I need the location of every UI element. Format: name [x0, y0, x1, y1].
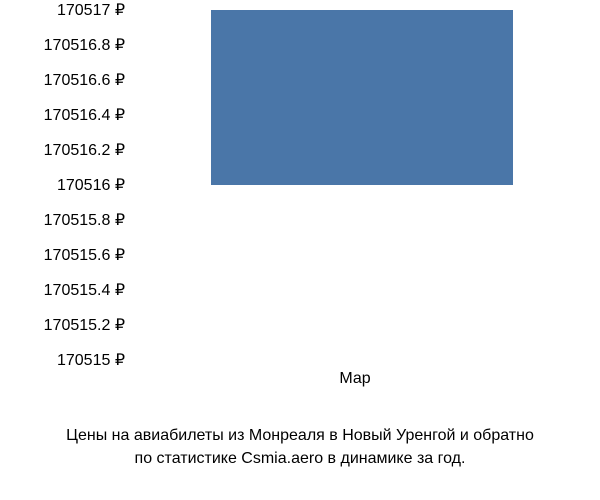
x-tick: Мар	[339, 370, 370, 388]
y-tick: 170515.2 ₽	[44, 315, 125, 335]
y-tick: 170516.4 ₽	[44, 105, 125, 125]
caption-line-1: Цены на авиабилеты из Монреаля в Новый У…	[0, 425, 600, 447]
bar-mar	[211, 10, 513, 185]
caption-line-2: по статистике Csmia.aero в динамике за г…	[0, 448, 600, 470]
chart-container: 170517 ₽ 170516.8 ₽ 170516.6 ₽ 170516.4 …	[0, 10, 600, 430]
plot-area	[130, 10, 580, 360]
y-axis: 170517 ₽ 170516.8 ₽ 170516.6 ₽ 170516.4 …	[0, 10, 130, 360]
y-tick: 170516.8 ₽	[44, 35, 125, 55]
y-tick: 170515 ₽	[57, 350, 125, 370]
y-tick: 170517 ₽	[57, 0, 125, 20]
x-axis: Мар	[130, 370, 580, 400]
y-tick: 170515.4 ₽	[44, 280, 125, 300]
y-tick: 170516.2 ₽	[44, 140, 125, 160]
y-tick: 170515.8 ₽	[44, 210, 125, 230]
y-tick: 170516 ₽	[57, 175, 125, 195]
chart-caption: Цены на авиабилеты из Монреаля в Новый У…	[0, 425, 600, 470]
y-tick: 170516.6 ₽	[44, 70, 125, 90]
y-tick: 170515.6 ₽	[44, 245, 125, 265]
